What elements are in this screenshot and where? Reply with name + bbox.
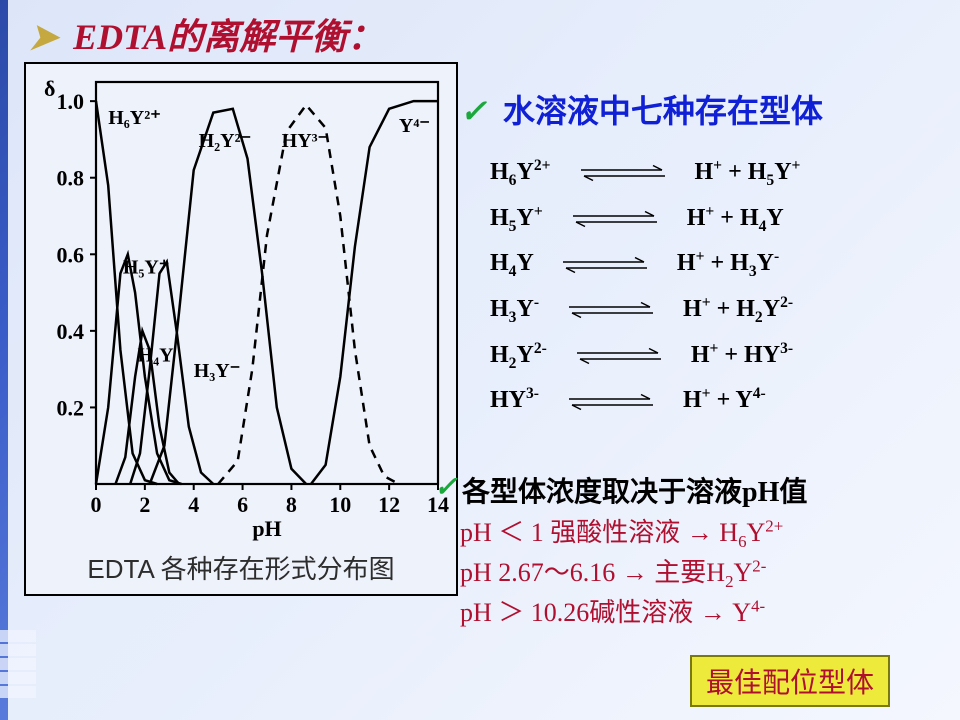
- svg-text:10: 10: [329, 492, 351, 517]
- best-ligand-badge: 最佳配位型体: [690, 655, 890, 707]
- svg-text:0.4: 0.4: [57, 319, 85, 344]
- svg-text:H₆Y²⁺: H₆Y²⁺: [108, 107, 161, 129]
- svg-text:H₄Y: H₄Y: [138, 344, 175, 366]
- svg-text:Y⁴⁻: Y⁴⁻: [399, 115, 430, 137]
- svg-text:H₅Y⁺: H₅Y⁺: [123, 256, 170, 278]
- svg-text:0.8: 0.8: [57, 166, 85, 191]
- equilibrium-row: H5Y+ H+ + H4Y: [490, 196, 800, 242]
- svg-text:δ: δ: [44, 76, 55, 101]
- svg-text:HY³⁻: HY³⁻: [282, 130, 329, 152]
- svg-text:0.2: 0.2: [57, 395, 85, 420]
- svg-text:4: 4: [188, 492, 199, 517]
- equilibrium-row: H4Y H+ + H3Y-: [490, 241, 800, 287]
- svg-text:0.6: 0.6: [57, 242, 85, 267]
- figure-caption: EDTA 各种存在形式分布图: [26, 549, 456, 586]
- equilibrium-row: HY3- H+ + Y4-: [490, 378, 800, 422]
- ph-range-3: pH ＞ 10.26碱性溶液 → Y4-: [460, 592, 765, 629]
- svg-text:H₂Y²⁻: H₂Y²⁻: [199, 130, 252, 152]
- equilibrium-list: H6Y2+ H+ + H5Y+H5Y+ H+ + H4YH4Y H+ + H3Y…: [490, 150, 800, 423]
- svg-text:1.0: 1.0: [57, 89, 85, 114]
- section-heading-ph: ✓ 各型体浓度取决于溶液pH值: [436, 470, 807, 510]
- svg-text:pH: pH: [252, 516, 281, 541]
- section-heading-text: 各型体浓度取决于溶液pH值: [462, 477, 807, 508]
- distribution-figure: 0.20.40.60.81.002468101214pHδH₆Y²⁺H₅Y⁺H₄…: [24, 62, 458, 596]
- check-icon: ✓: [434, 470, 457, 504]
- svg-text:6: 6: [237, 492, 248, 517]
- ph-range-2: pH 2.67～6.16 → 主要H2Y2-: [460, 552, 766, 592]
- check-icon: ✓: [460, 93, 487, 129]
- svg-text:12: 12: [378, 492, 400, 517]
- section-heading-text: 水溶液中七种存在型体: [503, 93, 823, 129]
- equilibrium-row: H2Y2- H+ + HY3-: [490, 333, 800, 379]
- svg-text:0: 0: [91, 492, 102, 517]
- slide-title: ➤ EDTA的离解平衡：: [28, 8, 383, 60]
- section-heading-species: ✓ 水溶液中七种存在型体: [460, 86, 823, 132]
- svg-text:8: 8: [286, 492, 297, 517]
- equilibrium-row: H6Y2+ H+ + H5Y+: [490, 150, 800, 196]
- ph-range-1: pH ＜ 1 强酸性溶液 → H6Y2+: [460, 512, 783, 552]
- equilibrium-row: H3Y- H+ + H2Y2-: [490, 287, 800, 333]
- svg-text:H₃Y⁻: H₃Y⁻: [194, 360, 241, 382]
- distribution-chart: 0.20.40.60.81.002468101214pHδH₆Y²⁺H₅Y⁺H₄…: [26, 64, 456, 544]
- svg-text:2: 2: [139, 492, 150, 517]
